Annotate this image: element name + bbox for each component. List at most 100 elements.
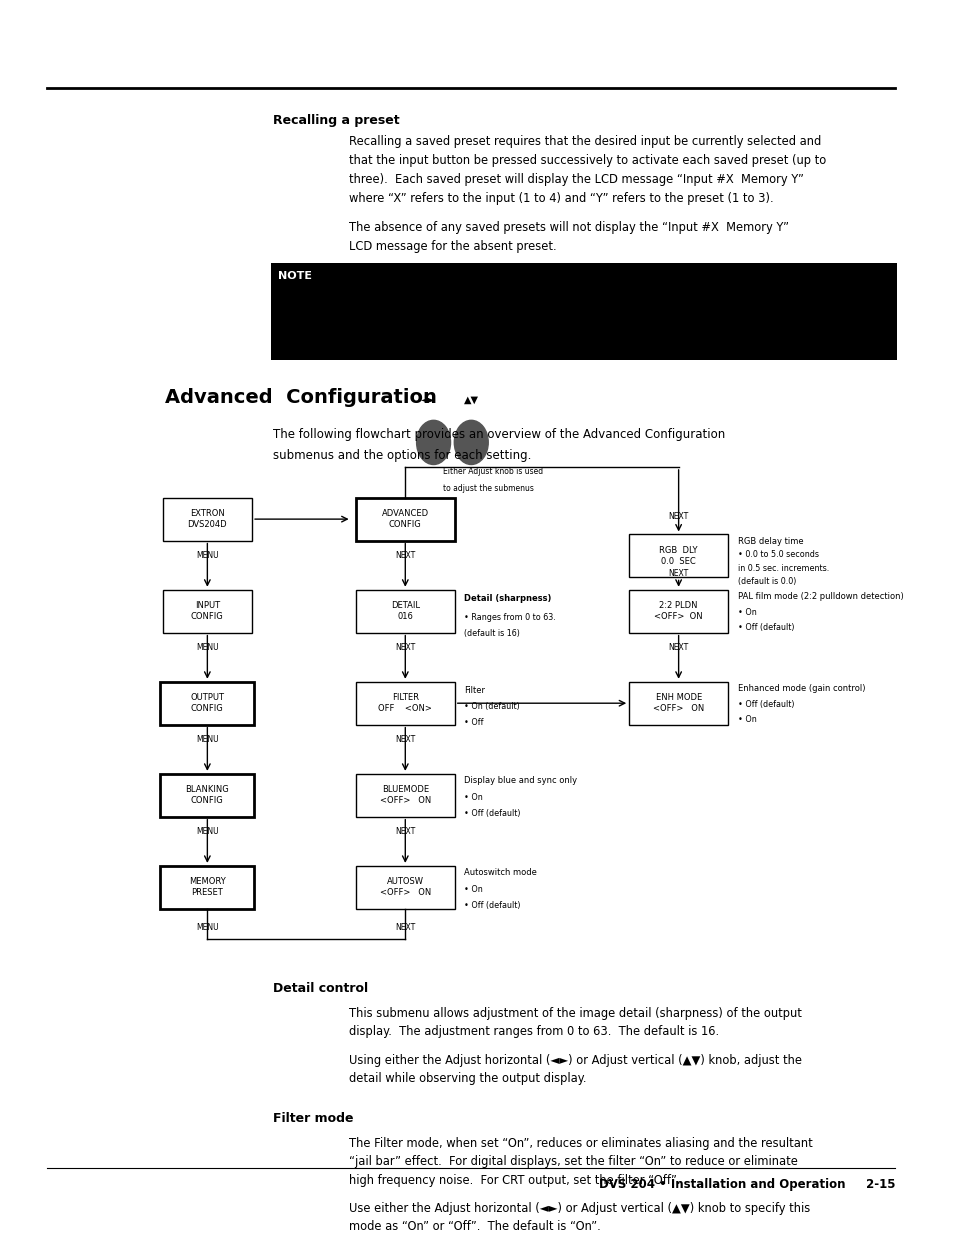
Text: FILTER: FILTER [392,693,418,703]
Circle shape [454,420,488,464]
Bar [160,866,254,909]
Text: Either Adjust knob is used: Either Adjust knob is used [442,467,542,475]
Text: Autoswitch mode: Autoswitch mode [464,868,537,877]
Text: DETAIL: DETAIL [391,601,419,610]
Text: • On: • On [737,715,756,724]
Bar [355,498,455,541]
Text: submenus and the options for each setting.: submenus and the options for each settin… [274,450,531,462]
Text: NEXT: NEXT [395,643,415,652]
Text: MENU: MENU [195,923,218,931]
Text: subsequently changed, the previously saved preset will have no effect on the: subsequently changed, the previously sav… [344,293,777,303]
Text: three).  Each saved preset will display the LCD message “Input #X  Memory Y”: three). Each saved preset will display t… [349,173,802,186]
Text: CONFIG: CONFIG [389,520,421,529]
Text: ADVANCED: ADVANCED [381,509,429,519]
Bar [628,682,727,725]
Bar [355,774,455,816]
Text: saved preset, the preset will again apply to that output rate.: saved preset, the preset will again appl… [344,331,681,341]
Text: NEXT: NEXT [395,735,415,743]
Text: Detail (sharpness): Detail (sharpness) [464,594,551,604]
Text: RGB delay time: RGB delay time [737,537,802,546]
Bar [160,682,254,725]
Text: • Off (default): • Off (default) [464,809,520,818]
Text: The Filter mode, when set “On”, reduces or eliminates aliasing and the resultant: The Filter mode, when set “On”, reduces … [349,1137,812,1150]
Text: “jail bar” effect.  For digital displays, set the filter “On” to reduce or elimi: “jail bar” effect. For digital displays,… [349,1156,797,1168]
Bar [162,498,252,541]
Text: • Ranges from 0 to 63.: • Ranges from 0 to 63. [464,613,556,621]
Bar [355,589,455,632]
Text: <OFF>   ON: <OFF> ON [652,704,703,714]
Text: MENU: MENU [195,827,218,836]
Text: BLUEMODE: BLUEMODE [381,785,429,794]
Text: (default is 16): (default is 16) [464,629,519,637]
Text: <OFF>  ON: <OFF> ON [654,613,702,621]
Text: NEXT: NEXT [395,923,415,931]
Text: 0.0  SEC: 0.0 SEC [660,557,696,566]
Bar [355,682,455,725]
Text: DVS204D: DVS204D [188,520,227,529]
Text: The absence of any saved presets will not display the “Input #X  Memory Y”: The absence of any saved presets will no… [349,221,788,233]
Text: Enhanced mode (gain control): Enhanced mode (gain control) [737,684,864,693]
Text: INPUT: INPUT [194,601,220,610]
Text: where “X” refers to the input (1 to 4) and “Y” refers to the preset (1 to 3).: where “X” refers to the input (1 to 4) a… [349,193,773,205]
Text: CONFIG: CONFIG [191,704,224,714]
Text: • Off (default): • Off (default) [464,902,520,910]
Text: ◄►: ◄► [421,394,436,405]
Text: DVS 204 • Installation and Operation     2-15: DVS 204 • Installation and Operation 2-1… [598,1178,895,1191]
Text: • On (default): • On (default) [464,703,519,711]
Text: • Off (default): • Off (default) [737,700,793,709]
Text: PAL film mode (2:2 pulldown detection): PAL film mode (2:2 pulldown detection) [737,592,902,601]
Text: <OFF>   ON: <OFF> ON [379,797,431,805]
Bar [628,535,727,578]
Text: Display blue and sync only: Display blue and sync only [464,776,577,785]
Text: Filter mode: Filter mode [274,1113,354,1125]
Text: NEXT: NEXT [668,511,688,520]
Text: (default is 0.0): (default is 0.0) [737,577,795,587]
Text: 016: 016 [397,613,413,621]
Text: video output.  However, if the original output rate is later restored for a: video output. However, if the original o… [344,311,741,321]
Text: CONFIG: CONFIG [191,613,224,621]
Text: Recalling a preset: Recalling a preset [274,114,399,127]
Text: This submenu allows adjustment of the image detail (sharpness) of the output: This submenu allows adjustment of the im… [349,1007,801,1020]
Text: CONFIG: CONFIG [191,797,224,805]
Text: mode as “On” or “Off”.  The default is “On”.: mode as “On” or “Off”. The default is “O… [349,1220,599,1234]
Text: EXTRON: EXTRON [190,509,225,519]
Text: NEXT: NEXT [395,551,415,559]
Text: high frequency noise.  For CRT output, set the filter “Off”.: high frequency noise. For CRT output, se… [349,1173,679,1187]
Text: MENU: MENU [195,551,218,559]
Text: NEXT: NEXT [668,643,688,652]
Text: MENU: MENU [195,643,218,652]
Text: Advanced  Configuration: Advanced Configuration [165,388,436,406]
Text: ▲▼: ▲▼ [463,394,478,405]
Bar [628,589,727,632]
Text: 2:2 PLDN: 2:2 PLDN [659,601,698,610]
Text: RGB  DLY: RGB DLY [659,546,698,555]
Text: NOTE: NOTE [277,272,312,282]
Text: MEMORY: MEMORY [189,877,226,887]
Text: detail while observing the output display.: detail while observing the output displa… [349,1072,586,1086]
Text: in 0.5 sec. increments.: in 0.5 sec. increments. [737,563,828,573]
Text: Using either the Adjust horizontal (◄►) or Adjust vertical (▲▼) knob, adjust the: Using either the Adjust horizontal (◄►) … [349,1053,801,1067]
Text: <OFF>   ON: <OFF> ON [379,888,431,898]
Text: Use either the Adjust horizontal (◄►) or Adjust vertical (▲▼) knob to specify th: Use either the Adjust horizontal (◄►) or… [349,1202,809,1215]
Text: to adjust the submenus: to adjust the submenus [442,484,534,493]
Bar [162,589,252,632]
Text: NEXT: NEXT [395,827,415,836]
Text: The following flowchart provides an overview of the Advanced Configuration: The following flowchart provides an over… [274,429,725,441]
Text: • 0.0 to 5.0 seconds: • 0.0 to 5.0 seconds [737,551,818,559]
Text: • Off (default): • Off (default) [737,622,793,631]
Bar [355,866,455,909]
Text: • On: • On [464,793,482,803]
Text: BLANKING: BLANKING [185,785,229,794]
Circle shape [416,420,450,464]
Text: Detail control: Detail control [274,982,368,995]
Text: that the input button be pressed successively to activate each saved preset (up : that the input button be pressed success… [349,154,825,167]
Bar [160,774,254,816]
Text: NEXT: NEXT [668,569,688,578]
Text: Filter: Filter [464,687,485,695]
Text: LCD message for the absent preset.: LCD message for the absent preset. [349,240,556,253]
Text: • On: • On [464,885,482,894]
Text: • Off: • Off [464,719,483,727]
Text: • On: • On [737,608,756,618]
Text: display.  The adjustment ranges from 0 to 63.  The default is 16.: display. The adjustment ranges from 0 to… [349,1025,719,1039]
Text: OUTPUT: OUTPUT [191,693,224,703]
